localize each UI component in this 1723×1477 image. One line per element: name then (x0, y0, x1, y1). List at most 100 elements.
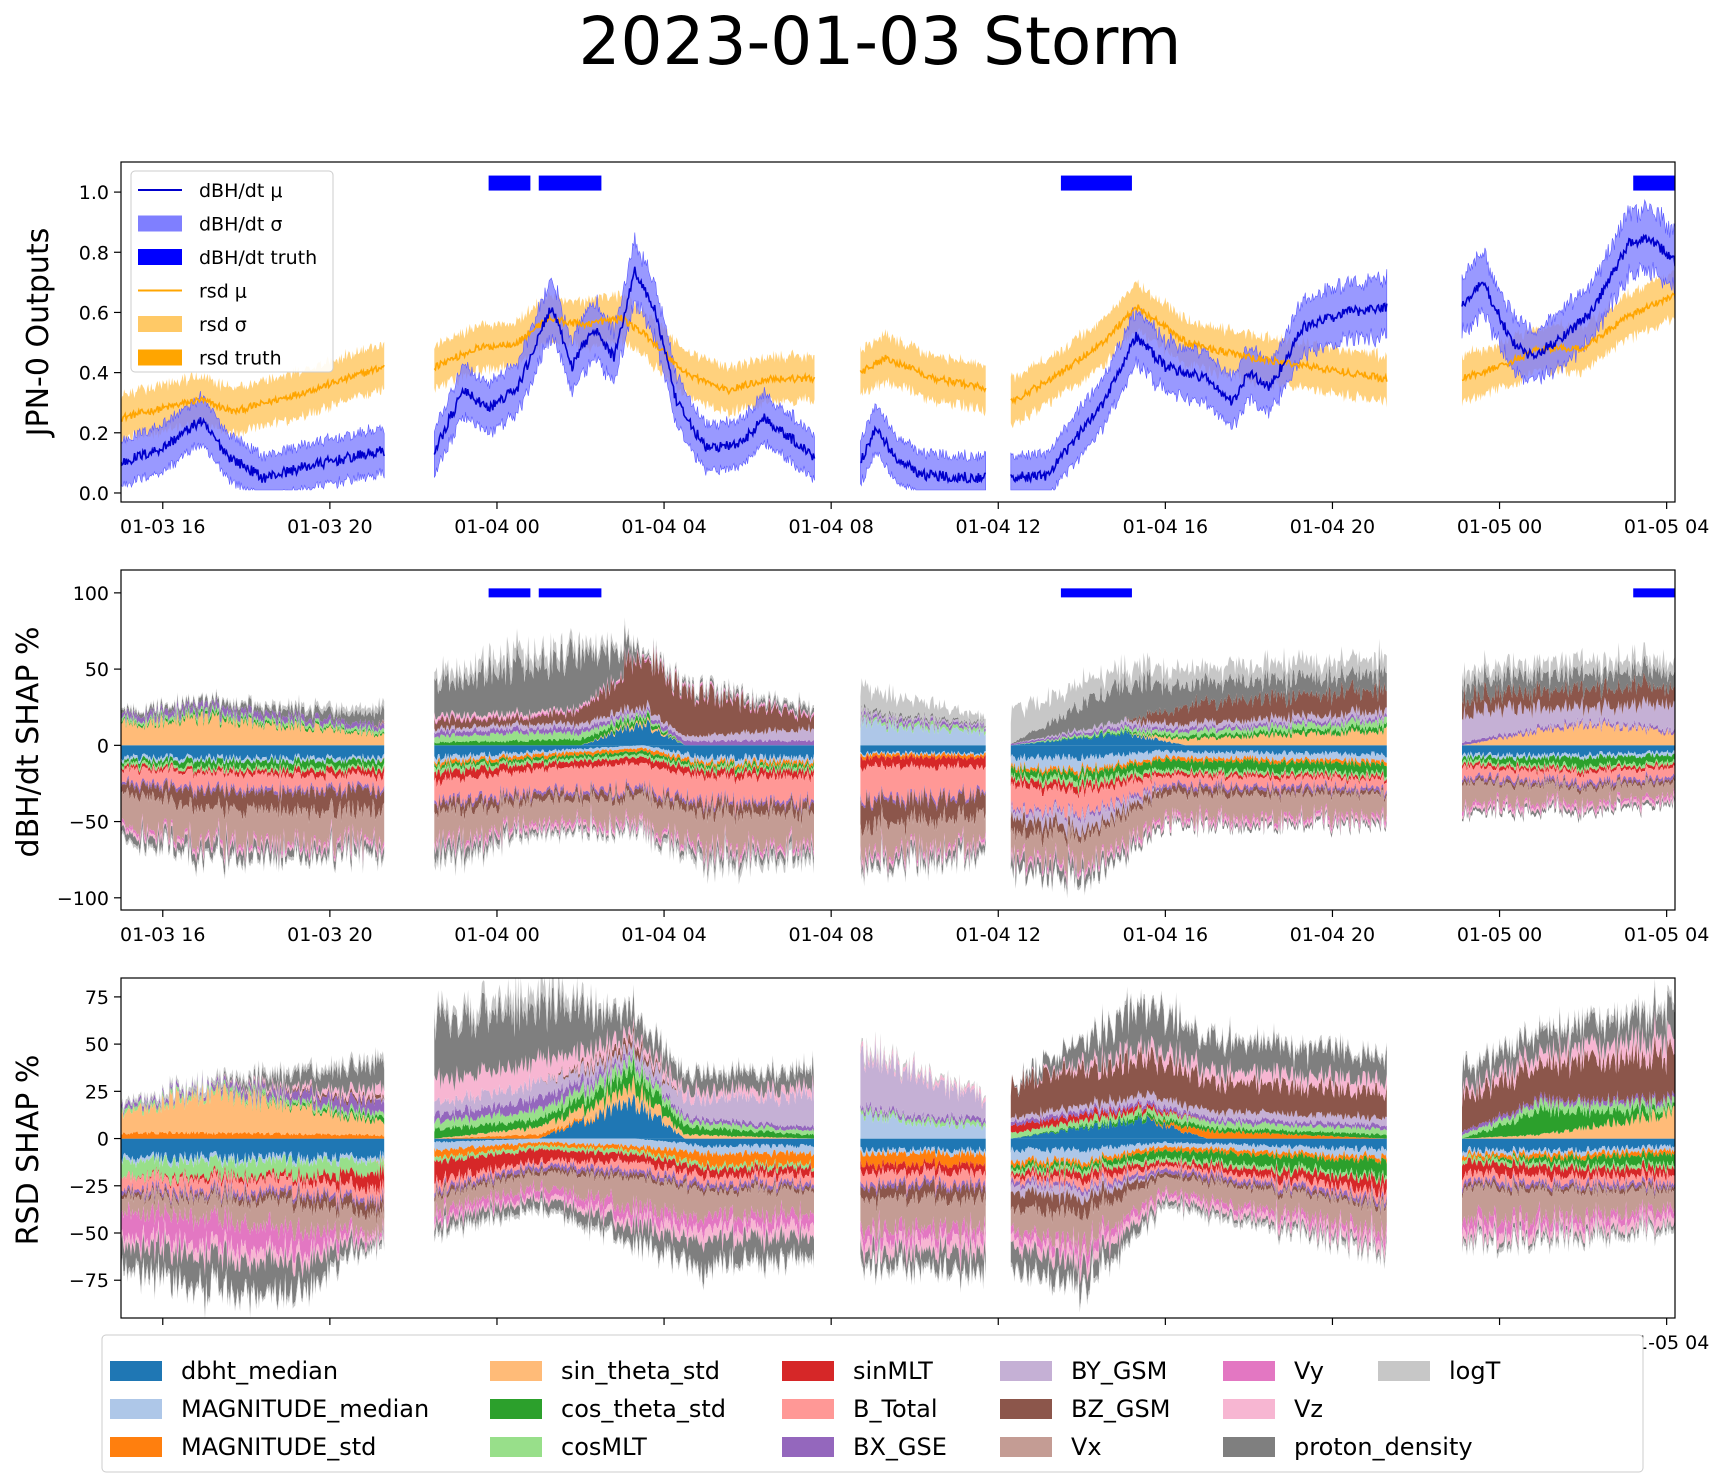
shap-area-Vx (434, 1168, 814, 1228)
legend-label: rsd truth (199, 348, 282, 370)
y-tick-label: 75 (85, 987, 109, 1009)
legend-swatch-Vy (1223, 1361, 1275, 1381)
shap-area-cosMLT (1010, 714, 1387, 746)
legend-label: dBH/dt μ (199, 180, 282, 202)
shap-area-proton_density (1462, 794, 1675, 824)
shap-area-cosMLT (121, 703, 385, 736)
shap-area-BZ_GSM (434, 780, 814, 829)
x-tick-label: 01-03 16 (120, 516, 205, 538)
shap-area-cos_theta_std (1462, 1150, 1675, 1171)
shap-area-BZ_GSM (434, 1021, 814, 1108)
shap-area-Vz (434, 642, 814, 724)
shap-area-dbht_median (860, 1138, 986, 1154)
shap-area-cosMLT (121, 1153, 385, 1187)
axes-frame (120, 977, 1676, 1319)
shap-area-cosMLT (434, 1043, 814, 1136)
shap-area-sinMLT (121, 762, 385, 783)
shap-area-B_Total (1010, 1159, 1387, 1210)
shap-area-Vy (434, 644, 814, 725)
shap-area-Vy (1462, 787, 1675, 817)
truth-interval-bar (488, 175, 531, 191)
shap-area-sin_theta_std (1462, 718, 1675, 746)
legend-swatch-sin_theta_std (490, 1361, 542, 1381)
shap-area-BX_GSE (860, 1100, 986, 1128)
shap-area-cos_theta_std (121, 706, 385, 738)
shap-area-logT (1010, 638, 1387, 744)
y-tick-label: 0.4 (79, 363, 109, 385)
legend-label: sin_theta_std (561, 1357, 720, 1385)
shap-area-BZ_GSM (1462, 1033, 1675, 1133)
shap-area-B_Total (860, 760, 986, 809)
shap-area-BX_GSE (1010, 1098, 1387, 1131)
shap-area-proton_density (860, 703, 986, 729)
shap-area-MAGNITUDE_median (860, 1146, 986, 1159)
shap-area-Vx (1462, 777, 1675, 813)
legend-label: sinMLT (853, 1357, 933, 1385)
shap-area-logT (434, 617, 814, 716)
shap-area-BZ_GSM (434, 1164, 814, 1203)
legend-swatch-BX_GSE (782, 1437, 834, 1457)
shap-area-cosMLT (1010, 764, 1387, 796)
truth-interval-bar (488, 588, 531, 598)
x-tick-label: 01-03 20 (287, 516, 372, 538)
shap-area-MAGNITUDE_std (1010, 1144, 1387, 1173)
shap-area-Vx (1462, 1178, 1675, 1236)
shap-area-proton_density (1010, 990, 1387, 1097)
shap-area-BX_GSE (434, 777, 814, 820)
shap-area-BX_GSE (1010, 1163, 1387, 1215)
shap-area-Vy (434, 1179, 814, 1241)
rsd-sigma-band (1010, 279, 1387, 429)
shap-area-cosMLT (434, 709, 814, 746)
shap-area-Vx (434, 785, 814, 867)
truth-interval-bar (538, 175, 602, 191)
shap-area-proton_density (434, 1189, 814, 1287)
legend-label: dbht_median (181, 1357, 338, 1385)
legend-patch-swatch (138, 316, 182, 332)
shap-area-BX_GSE (121, 1177, 385, 1215)
truth-interval-bar (1633, 175, 1675, 191)
shap-area-MAGNITUDE_median (860, 716, 986, 746)
shap-area-MAGNITUDE_median (1010, 1141, 1387, 1168)
legend-label: rsd σ (199, 314, 247, 336)
dbh-mu-line (1461, 233, 1675, 361)
legend-swatch-cosMLT (490, 1437, 542, 1457)
shap-area-proton_density (121, 690, 385, 728)
shap-area-proton_density (121, 1224, 385, 1317)
shap-area-MAGNITUDE_median (434, 1138, 814, 1158)
legend-swatch-proton_density (1223, 1437, 1275, 1457)
legend-label: proton_density (1294, 1433, 1473, 1461)
outputs-legend: dBH/dt μ dBH/dt σ dBH/dt truth rsd μ rsd σ rs… (130, 170, 334, 373)
shap-area-cos_theta_std (1010, 1110, 1387, 1139)
shap-area-cosMLT (121, 1078, 385, 1121)
shap-area-proton_density (1462, 1209, 1675, 1255)
axes-frame (120, 161, 1676, 503)
shap-area-dbht_median (434, 745, 814, 762)
shap-area-cosMLT (434, 753, 814, 778)
figure-title: 2023-01-03 Storm (579, 3, 1182, 80)
y-tick-label: 100 (73, 583, 109, 605)
shap-area-Vx (121, 787, 385, 862)
shap-area-BZ_GSM (1462, 774, 1675, 796)
shap-area-MAGNITUDE_std (121, 1130, 385, 1139)
shap-area-logT (121, 1229, 385, 1318)
shap-area-proton_density (121, 1051, 385, 1114)
shap-area-logT (1010, 1197, 1387, 1313)
shap-area-proton_density (1010, 1193, 1387, 1309)
shap-area-sinMLT (1010, 1156, 1387, 1201)
shap-area-Vz (1462, 1204, 1675, 1250)
shap-area-proton_density (1462, 655, 1675, 710)
shap-area-Vx (121, 1184, 385, 1245)
y-tick-label: 0.8 (79, 242, 109, 264)
truth-interval-bar (1060, 588, 1132, 598)
legend-swatch-Vx (1000, 1437, 1052, 1457)
x-tick-label: 01-04 04 (621, 516, 706, 538)
shap-area-MAGNITUDE_median (121, 753, 385, 766)
shap-area-MAGNITUDE_std (1462, 1147, 1675, 1163)
y-tick-label: −25 (69, 1176, 109, 1198)
shap-area-logT (860, 678, 986, 728)
shap-area-BX_GSE (860, 1174, 986, 1200)
x-tick-label: 01-04 00 (454, 516, 539, 538)
shap-area-MAGNITUDE_median (860, 750, 986, 758)
shap-area-sinMLT (860, 753, 986, 773)
